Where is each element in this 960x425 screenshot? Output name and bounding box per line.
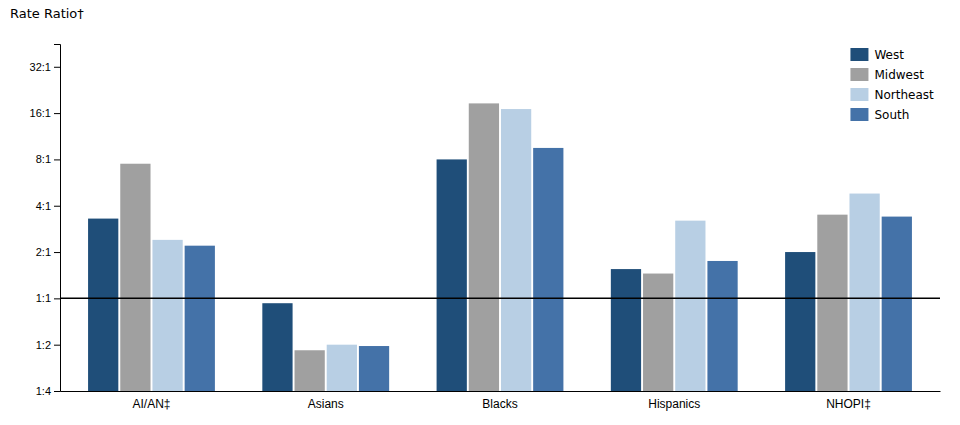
reference-line	[60, 298, 940, 300]
bar	[611, 269, 641, 391]
y-tick: 4:1	[36, 200, 60, 212]
y-tick-mark	[54, 67, 60, 68]
y-tick-mark	[54, 159, 60, 160]
y-tick: 2:1	[36, 246, 60, 258]
chart-svg: 1:4 1:2 1:1 2:1 4:1 8:1 16:1 32:1 AI/AN‡ Asians Bl…	[0, 0, 960, 425]
bar	[849, 194, 879, 391]
bar	[359, 346, 389, 391]
bar	[185, 246, 215, 391]
y-axis: 1:4 1:2 1:1 2:1 4:1 8:1 16:1 32:1	[30, 45, 61, 398]
y-tick-label: 1:2	[36, 339, 51, 351]
y-tick: 1:2	[36, 339, 60, 351]
bar-series	[120, 103, 847, 391]
bar-series	[88, 159, 815, 391]
bar	[707, 261, 737, 391]
chart-container: 1:4 1:2 1:1 2:1 4:1 8:1 16:1 32:1 AI/AN‡ Asians Bl…	[0, 0, 960, 425]
x-tick: Blacks	[482, 397, 517, 411]
y-tick-label: 16:1	[30, 107, 51, 119]
y-tick-mark	[54, 345, 60, 346]
y-tick-mark	[54, 113, 60, 114]
marks	[60, 103, 940, 391]
y-tick: 1:1	[36, 292, 60, 304]
bar	[152, 240, 182, 391]
x-tick-label: Hispanics	[648, 397, 700, 411]
x-tick: Asians	[308, 397, 344, 411]
legend-label: West	[874, 48, 904, 62]
bar	[501, 109, 531, 391]
legend-label: Northeast	[874, 88, 934, 102]
legend-swatch	[850, 48, 868, 61]
x-axis-line	[61, 391, 941, 392]
y-tick-mark	[54, 298, 60, 299]
bar	[120, 164, 150, 391]
x-tick-label: Blacks	[482, 397, 517, 411]
y-tick: 32:1	[30, 61, 60, 73]
y-tick-label: 8:1	[36, 153, 51, 165]
y-tick: 16:1	[30, 107, 60, 119]
x-tick: AI/AN‡	[132, 397, 170, 411]
bar	[817, 215, 847, 391]
bar	[882, 217, 912, 391]
y-tick-mark	[54, 252, 60, 253]
legend-swatch	[850, 108, 868, 121]
x-tick-label: NHOPI‡	[826, 397, 871, 411]
bar	[533, 148, 563, 391]
plot-area: 1:4 1:2 1:1 2:1 4:1 8:1 16:1 32:1 AI/AN‡ Asians Bl…	[30, 45, 941, 411]
x-tick: Hispanics	[648, 397, 700, 411]
x-axis: AI/AN‡ Asians Blacks Hispanics NHOPI‡	[61, 392, 941, 411]
bar	[675, 221, 705, 391]
bar	[88, 219, 118, 391]
bar	[262, 303, 292, 391]
y-tick: 8:1	[36, 153, 60, 165]
x-tick-label: AI/AN‡	[132, 397, 170, 411]
y-axis-title: Rate Ratio†	[10, 6, 84, 21]
x-tick: NHOPI‡	[826, 397, 871, 411]
y-tick-label: 4:1	[36, 200, 51, 212]
bar	[327, 345, 357, 391]
y-tick-label: 2:1	[36, 246, 51, 258]
bar	[469, 103, 499, 391]
legend-item: West	[850, 48, 904, 62]
legend-label: Midwest	[874, 68, 924, 82]
bar	[643, 274, 673, 391]
y-tick-label: 1:1	[36, 292, 51, 304]
y-axis-line	[54, 45, 61, 392]
bar	[437, 159, 467, 391]
y-tick: 1:4	[36, 385, 60, 397]
legend: West Midwest Northeast South	[850, 48, 934, 122]
y-tick-mark	[54, 206, 60, 207]
legend-item: Midwest	[850, 68, 924, 82]
legend-item: Northeast	[850, 88, 934, 102]
legend-swatch	[850, 88, 868, 101]
y-tick-label: 1:4	[36, 385, 51, 397]
y-tick-mark	[54, 391, 60, 392]
bar	[785, 252, 815, 391]
x-tick-label: Asians	[308, 397, 344, 411]
legend-label: South	[874, 108, 909, 122]
legend-item: South	[850, 108, 909, 122]
y-tick-label: 32:1	[30, 61, 51, 73]
bar	[295, 350, 325, 391]
bar-series	[185, 148, 912, 391]
bar-series	[152, 109, 879, 391]
legend-swatch	[850, 68, 868, 81]
